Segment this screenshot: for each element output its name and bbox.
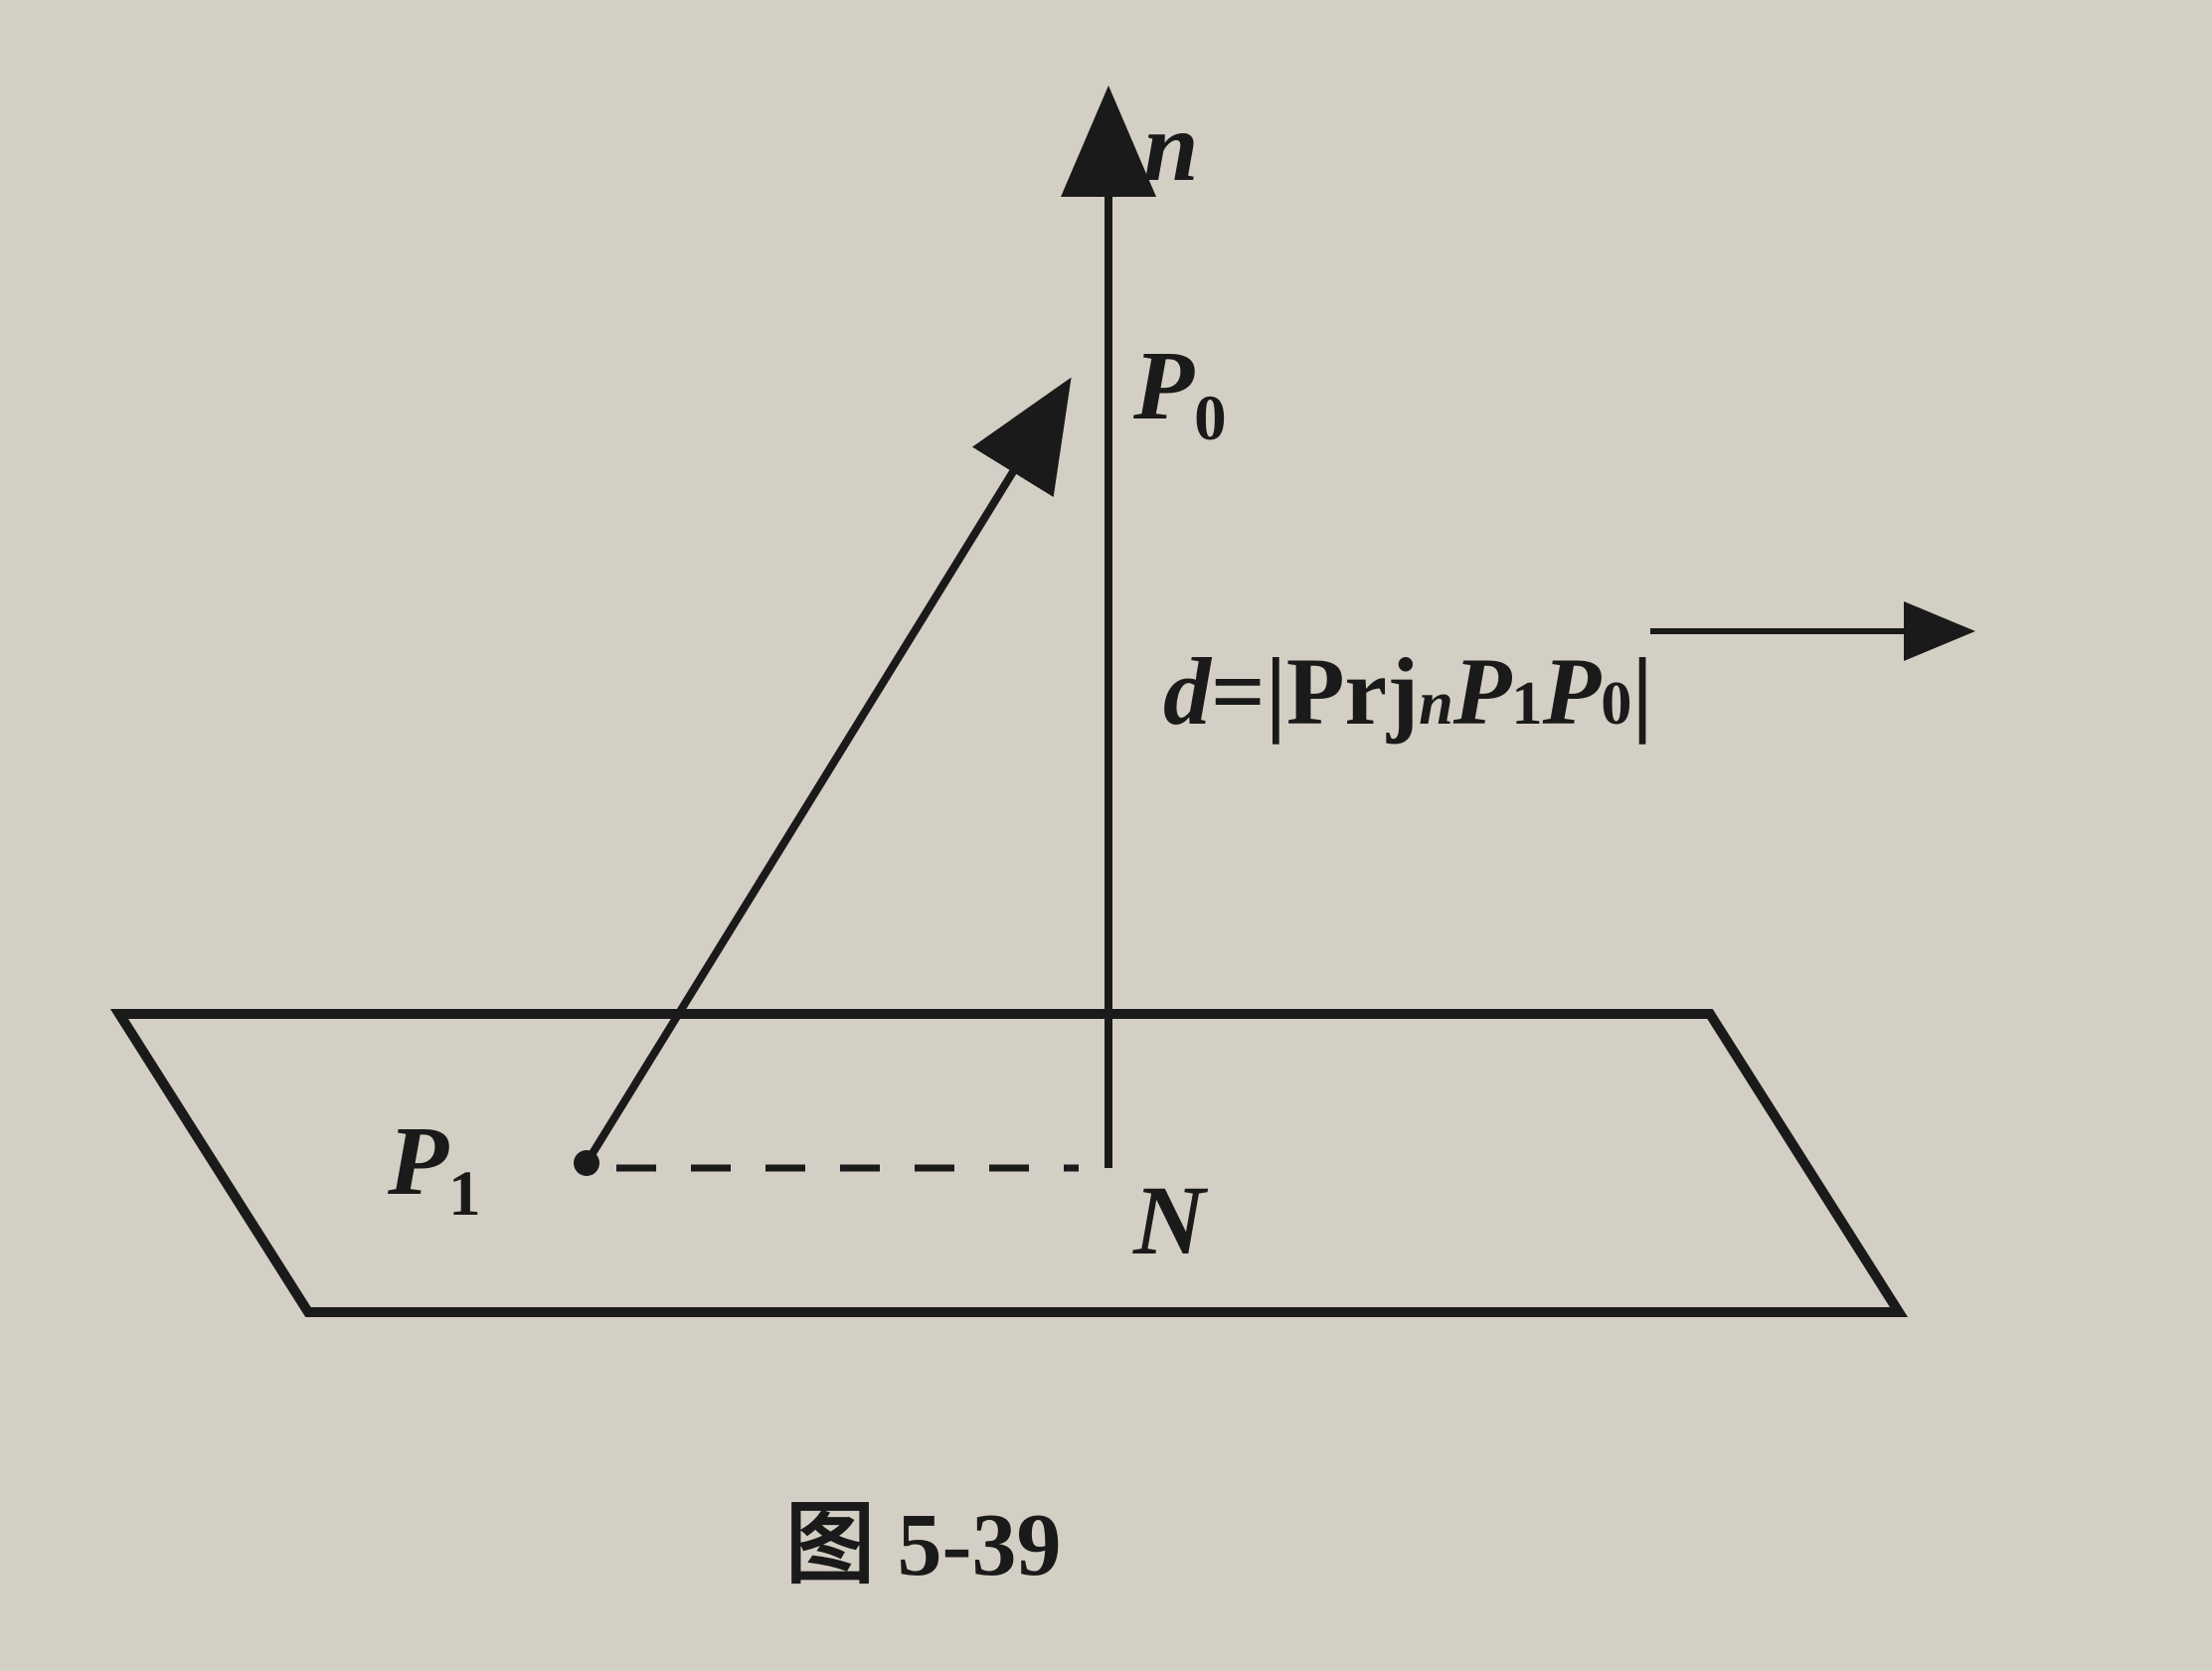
plane-shape [119,1014,1899,1312]
label-n: n [1143,89,1199,204]
point-p1-dot [574,1150,599,1176]
formula-bar-open: | [1266,636,1286,747]
distance-formula: d = | Prj n P 1 P 0 | [1163,636,1653,747]
formula-bar-close: | [1631,636,1652,747]
p1p0-vector-line [587,398,1059,1163]
diagram-container: n P0 P1 N d = | Prj n P 1 P 0 | 图 5-39 [0,0,2212,1671]
label-n-point: N [1133,1163,1205,1277]
formula-p0-sub: 0 [1601,668,1631,740]
formula-d: d [1163,636,1211,747]
formula-eq: = [1211,636,1266,747]
formula-p1-sub: 1 [1511,668,1542,740]
label-p1: P1 [388,1103,481,1232]
formula-sub-n: n [1419,668,1453,740]
formula-prj: Prj [1286,636,1419,747]
geometry-svg [0,0,2212,1671]
formula-p1: P [1453,636,1512,747]
formula-p0: P [1543,636,1602,747]
figure-caption: 图 5-39 [785,1471,1061,1600]
label-p0: P0 [1133,328,1227,456]
